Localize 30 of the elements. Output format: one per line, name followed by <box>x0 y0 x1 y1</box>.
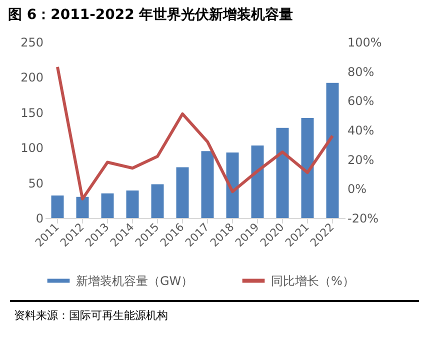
text: 资料来源：国际可再生能源机构 <box>10 300 419 323</box>
bar <box>76 196 89 218</box>
y2-tick-label: 80% <box>348 64 374 79</box>
bar <box>301 118 314 218</box>
bar <box>126 190 139 218</box>
bar <box>51 195 64 218</box>
bar <box>101 193 114 218</box>
y2-tick-label: -20% <box>348 212 379 226</box>
chart-title: 图 6：2011-2022 年世界光伏新增装机容量 <box>7 6 294 25</box>
bar <box>326 82 339 218</box>
y-tick-label: 50 <box>28 176 44 190</box>
y2-tick-label: 0% <box>348 182 367 196</box>
y2-tick-label: 60% <box>348 94 374 108</box>
y2-tick-label: 40% <box>348 124 374 138</box>
bar <box>276 128 289 218</box>
bar <box>251 145 264 218</box>
bar <box>176 167 189 218</box>
line-series <box>56 65 334 200</box>
legend-label: 同比增长（%） <box>271 274 354 288</box>
y-tick-label: 200 <box>20 70 44 85</box>
bar <box>226 152 239 218</box>
y-tick-label: 100 <box>20 141 44 156</box>
y2-tick-label: 100% <box>348 36 382 50</box>
y2-tick-label: 20% <box>348 152 374 167</box>
bar <box>201 151 214 218</box>
legend-label: 新增装机容量（GW） <box>76 274 194 288</box>
y-tick-label: 150 <box>20 106 44 120</box>
y-tick-label: 250 <box>20 36 44 50</box>
bar <box>151 184 164 218</box>
y-tick-label: 0 <box>36 212 44 226</box>
